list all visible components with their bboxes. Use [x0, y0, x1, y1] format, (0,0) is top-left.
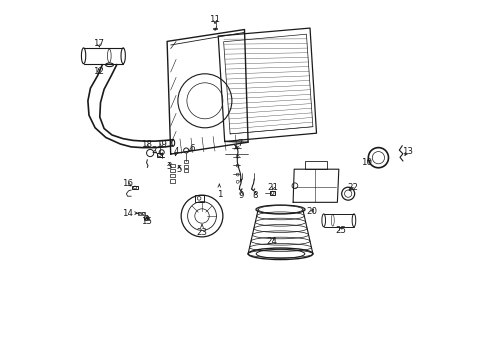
- Text: 14: 14: [122, 209, 137, 217]
- Bar: [142, 212, 145, 215]
- Text: 18: 18: [141, 140, 152, 149]
- Text: 3: 3: [166, 162, 171, 171]
- Bar: [269, 191, 275, 195]
- Text: 1: 1: [216, 184, 222, 199]
- Text: 10: 10: [361, 158, 372, 167]
- Text: 7: 7: [234, 139, 243, 149]
- Text: 11: 11: [209, 15, 220, 24]
- Bar: [157, 153, 162, 157]
- Bar: [183, 169, 188, 172]
- Text: 17: 17: [93, 40, 104, 49]
- Text: 12: 12: [93, 68, 104, 77]
- Bar: [137, 212, 141, 215]
- Text: 8: 8: [252, 191, 258, 199]
- Bar: [132, 186, 138, 189]
- Text: 21: 21: [267, 183, 278, 192]
- Bar: [170, 164, 175, 167]
- Bar: [183, 160, 188, 163]
- Text: 9: 9: [239, 191, 244, 199]
- Text: 2: 2: [151, 146, 156, 155]
- Text: 15: 15: [141, 217, 152, 226]
- Text: 25: 25: [335, 226, 346, 235]
- Bar: [170, 179, 175, 183]
- Bar: [194, 195, 203, 202]
- Bar: [305, 161, 326, 169]
- Text: 16: 16: [122, 179, 133, 188]
- Text: 22: 22: [346, 184, 357, 192]
- Bar: [144, 218, 148, 220]
- Text: 20: 20: [306, 207, 317, 216]
- Text: 24: 24: [265, 237, 276, 246]
- Text: 5: 5: [176, 165, 182, 174]
- Text: 6: 6: [189, 144, 195, 153]
- Bar: [183, 165, 188, 168]
- Bar: [170, 174, 175, 177]
- Text: 13: 13: [401, 148, 412, 156]
- Bar: [170, 169, 175, 172]
- Text: 4: 4: [173, 147, 179, 156]
- Text: 23: 23: [196, 225, 207, 237]
- Text: 19: 19: [156, 140, 167, 149]
